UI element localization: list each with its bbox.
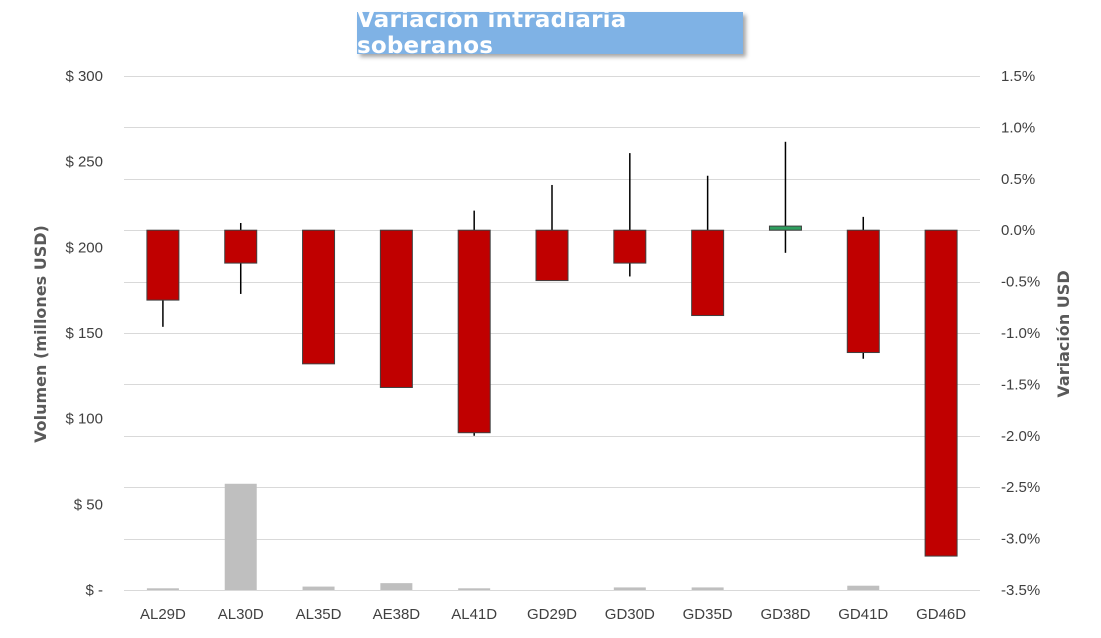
x-tick-label: GD46D bbox=[916, 606, 966, 623]
candle-body bbox=[846, 229, 880, 354]
x-tick-label: AL30D bbox=[218, 606, 264, 623]
right-tick-label: 1.5% bbox=[1001, 68, 1035, 85]
x-tick-label: GD41D bbox=[838, 606, 888, 623]
right-tick-label: 0.5% bbox=[1001, 171, 1035, 188]
x-tick-label: GD38D bbox=[760, 606, 810, 623]
chart-title-box: Variación intradiaria soberanos bbox=[357, 7, 743, 59]
volume-bar bbox=[224, 483, 257, 590]
candle-body bbox=[379, 229, 413, 388]
candle-body bbox=[146, 229, 180, 301]
candle-body bbox=[535, 229, 569, 282]
right-axis-ticks: -3.5% -3.0% -2.5% -2.0% -1.5% -1.0% -0.5% 0.0% 0… bbox=[1001, 68, 1040, 599]
volume-bar bbox=[691, 587, 724, 590]
right-tick-label: -3.5% bbox=[1001, 582, 1040, 599]
left-tick-label: $ 50 bbox=[74, 496, 103, 513]
candle-body bbox=[613, 229, 647, 264]
x-tick-label: GD30D bbox=[605, 606, 655, 623]
left-tick-label: $ - bbox=[85, 582, 103, 599]
chart-title: Variación intradiaria soberanos bbox=[357, 7, 627, 59]
candle-body bbox=[302, 229, 336, 365]
y-axis-title: Volumen (millones USD) bbox=[31, 225, 50, 443]
left-tick-label: $ 250 bbox=[65, 154, 103, 171]
right-tick-label: 0.0% bbox=[1001, 222, 1035, 239]
right-tick-label: -2.0% bbox=[1001, 428, 1040, 445]
volume-bar bbox=[613, 587, 646, 590]
left-axis-ticks: $ - $ 50 $ 100 $ 150 $ 200 $ 250 $ 300 bbox=[65, 68, 103, 599]
candle-body bbox=[924, 229, 958, 557]
candlesticks bbox=[146, 141, 958, 557]
volume-bar bbox=[380, 583, 413, 590]
right-tick-label: 1.0% bbox=[1001, 119, 1035, 136]
left-tick-label: $ 100 bbox=[65, 411, 103, 428]
x-axis-ticks: AL29D AL30D AL35D AE38D AL41D GD29D GD30D GD35D… bbox=[140, 606, 966, 623]
volume-bar bbox=[847, 585, 880, 590]
candle-body bbox=[691, 229, 725, 317]
left-tick-label: $ 300 bbox=[65, 68, 103, 85]
x-tick-label: AL35D bbox=[296, 606, 342, 623]
volume-bars bbox=[146, 483, 880, 590]
x-tick-label: GD29D bbox=[527, 606, 577, 623]
left-tick-label: $ 150 bbox=[65, 325, 103, 342]
grid-lines bbox=[124, 76, 980, 591]
x-tick-label: AL29D bbox=[140, 606, 186, 623]
x-tick-label: AL41D bbox=[451, 606, 497, 623]
right-tick-label: -0.5% bbox=[1001, 274, 1040, 291]
right-tick-label: -1.5% bbox=[1001, 376, 1040, 393]
candle-body bbox=[768, 225, 802, 231]
right-tick-label: -1.0% bbox=[1001, 325, 1040, 342]
volume-bar bbox=[302, 586, 335, 590]
right-tick-label: -3.0% bbox=[1001, 531, 1040, 548]
volume-bar bbox=[146, 588, 179, 590]
candle-body bbox=[457, 229, 491, 434]
x-tick-label: GD35D bbox=[683, 606, 733, 623]
volume-bar bbox=[458, 588, 491, 590]
candle-body bbox=[224, 229, 258, 264]
right-tick-label: -2.5% bbox=[1001, 479, 1040, 496]
y2-axis-title: Variación USD bbox=[1054, 270, 1073, 397]
left-tick-label: $ 200 bbox=[65, 239, 103, 256]
x-tick-label: AE38D bbox=[373, 606, 421, 623]
